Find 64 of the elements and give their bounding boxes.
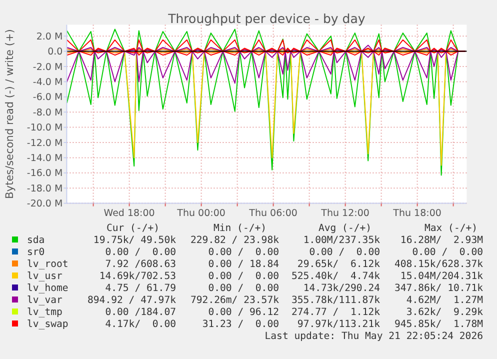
text: Last update: Thu May 21 22:05:24 2026 [264, 331, 484, 342]
legend-label: lv_swap [27, 319, 68, 330]
x-tick-label: Wed 18:00 [104, 208, 155, 219]
x-tick-label: Thu 06:00 [248, 208, 298, 219]
y-tick-label: 0.0 [48, 46, 63, 58]
text: 355.78k/111.87k [292, 295, 380, 306]
legend-label: lv_usr [27, 271, 62, 282]
legend-label: lv_tmp [27, 307, 62, 318]
y-tick-label: -8.0 M [32, 107, 63, 118]
text: 0.00 / 0.00 [105, 247, 176, 258]
y-tick-label: -18.0 M [26, 183, 63, 194]
text: 0.00 / 0.00 [208, 247, 280, 258]
y-tick-label: -10.0 M [26, 122, 63, 134]
text: 0.00 / 96.12 [208, 307, 280, 318]
y-tick-label: -16.0 M [26, 168, 63, 180]
text: 97.97k/113.21k [297, 319, 380, 330]
text: 4.75 / 61.79 [105, 283, 176, 294]
text: 0.00 / 0.00 [309, 247, 380, 258]
legend-label: lv_root [27, 259, 68, 270]
text: 0.00 /184.07 [105, 307, 176, 318]
text: 1.00M/237.35k [303, 235, 380, 246]
x-tick-label: Thu 00:00 [176, 208, 226, 219]
text: 19.75k/ 49.50k [93, 235, 176, 246]
text: 14.69k/702.53 [99, 271, 176, 282]
text: 229.82 / 23.98k [190, 235, 280, 246]
text: Cur (-/+) [106, 223, 160, 234]
text: 16.28M/ 2.93M [400, 235, 484, 246]
text: 0.00 / 0.00 [208, 271, 280, 282]
y-tick-label: -12.0 M [26, 138, 63, 149]
y-axis-title: Bytes/second read (-) / write (+) [4, 29, 16, 199]
text: 0.00 / 18.84 [208, 259, 280, 270]
text: 7.92 /608.63 [105, 259, 176, 270]
x-tick-label: Thu 12:00 [320, 208, 370, 219]
text: Avg (-/+) [318, 223, 372, 234]
text: 14.73k/290.24 [303, 283, 380, 294]
text: 3.62k/ 9.29k [406, 307, 484, 318]
text: 408.15k/628.37k [394, 259, 484, 270]
legend-label: lv_var [27, 295, 62, 306]
chart-title: Throughput per device - by day [167, 11, 366, 26]
legend-label: sr0 [27, 247, 45, 258]
y-tick-label: 2.0 M [36, 31, 63, 42]
text: 0.00 / 0.00 [412, 247, 484, 258]
y-tick-label: -14.0 M [26, 153, 63, 164]
text: 792.26m/ 23.57k [190, 295, 280, 306]
text: 347.86k/ 10.71k [394, 283, 484, 294]
legend-label: lv_home [27, 283, 68, 294]
text: 274.77 / 1.12k [292, 307, 380, 318]
text: 894.92 / 47.97k [88, 295, 176, 306]
text: 15.04M/204.31k [400, 271, 484, 282]
legend-label: sda [27, 235, 45, 246]
text: 31.23 / 0.00 [202, 319, 280, 330]
y-tick-label: -4.0 M [32, 77, 63, 88]
y-tick-label: -2.0 M [32, 62, 63, 73]
x-tick-label: Thu 18:00 [392, 208, 442, 219]
text: Max (-/+) [424, 223, 478, 234]
text: Min (-/+) [213, 223, 267, 234]
text: 0.00 / 0.00 [208, 283, 280, 294]
text: 525.40k/ 4.74k [292, 271, 380, 282]
y-tick-label: -6.0 M [32, 92, 63, 104]
text: 4.17k/ 0.00 [105, 319, 176, 330]
text: 4.62M/ 1.27M [406, 295, 484, 306]
text: 29.65k/ 6.12k [297, 259, 380, 270]
y-tick-label: -20.0 M [26, 198, 63, 210]
text: 945.85k/ 1.78M [394, 319, 484, 330]
